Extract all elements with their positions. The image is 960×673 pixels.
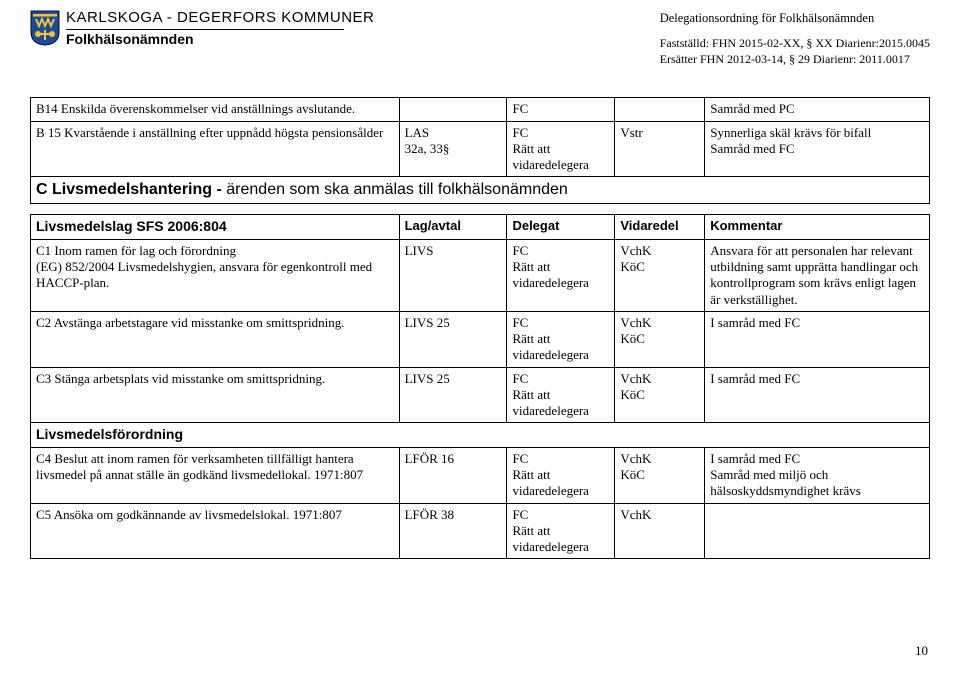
cell: FCRätt attvidaredelegera [507,121,615,177]
table-subhead-row: Livsmedelsförordning [31,423,930,448]
doc-title: Delegationsordning för Folkhälsonämnden [660,10,930,26]
cell: C2 Avstänga arbetstagare vid misstanke o… [31,311,400,367]
spacer [30,204,930,214]
page-number: 10 [915,643,928,659]
page-header: KARLSKOGA - DEGERFORS KOMMUNER Folkhälso… [30,10,930,67]
cell: I samråd med FC [705,367,930,423]
cell: FCRätt attvidaredelegera [507,503,615,559]
cell: VchKKöC [615,311,705,367]
header-right: Delegationsordning för Folkhälsonämnden … [660,10,930,67]
page: KARLSKOGA - DEGERFORS KOMMUNER Folkhälso… [0,0,960,673]
content: B14 Enskilda överenskommelser vid anstäl… [30,97,930,559]
table-row: B 15 Kvarstående i anställning efter upp… [31,121,930,177]
table-row: C2 Avstänga arbetstagare vid misstanke o… [31,311,930,367]
cell [705,503,930,559]
cell [399,98,507,121]
org-block: KARLSKOGA - DEGERFORS KOMMUNER Folkhälso… [66,10,374,47]
cell: B14 Enskilda överenskommelser vid anstäl… [31,98,400,121]
cell: Samråd med PC [705,98,930,121]
cell: FCRätt attvidaredelegera [507,367,615,423]
cell: Synnerliga skäl krävs för bifallSamråd m… [705,121,930,177]
cell: VchK [615,503,705,559]
org-underline [66,29,344,30]
section-c-heading: C Livsmedelshantering - ärenden som ska … [31,177,930,204]
cell: FCRätt attvidaredelegera [507,239,615,311]
cell: C5 Ansöka om godkännande av livsmedelslo… [31,503,400,559]
table-livsmedel: Livsmedelslag SFS 2006:804 Lag/avtal Del… [30,214,930,559]
col-head: Kommentar [705,215,930,240]
cell: LFÖR 38 [399,503,507,559]
cell: VchKKöC [615,367,705,423]
header-left: KARLSKOGA - DEGERFORS KOMMUNER Folkhälso… [30,10,374,47]
cell [615,98,705,121]
org-name-line2: Folkhälsonämnden [66,32,374,47]
table-header-row: Livsmedelslag SFS 2006:804 Lag/avtal Del… [31,215,930,240]
col-head: Delegat [507,215,615,240]
cell: LAS32a, 33§ [399,121,507,177]
org-name-line1: KARLSKOGA - DEGERFORS KOMMUNER [66,10,374,27]
cell: LIVS 25 [399,311,507,367]
cell: C1 Inom ramen för lag och förordning(EG)… [31,239,400,311]
table-subhead: Livsmedelsförordning [31,423,930,448]
cell: B 15 Kvarstående i anställning efter upp… [31,121,400,177]
cell: LIVS 25 [399,367,507,423]
section-c-prefix: C Livsmedelshantering - [36,181,226,198]
cell: I samråd med FC [705,311,930,367]
cell: VchKKöC [615,447,705,503]
table-row: C3 Stänga arbetsplats vid misstanke om s… [31,367,930,423]
cell: I samråd med FCSamråd med miljö och häls… [705,447,930,503]
table-row: C1 Inom ramen för lag och förordning(EG)… [31,239,930,311]
cell: C3 Stänga arbetsplats vid misstanke om s… [31,367,400,423]
cell: FC [507,98,615,121]
doc-meta-line1: Fastställd: FHN 2015-02-XX, § XX Diarien… [660,36,930,52]
section-c-heading-row: C Livsmedelshantering - ärenden som ska … [31,177,930,204]
table-row: C5 Ansöka om godkännande av livsmedelslo… [31,503,930,559]
col-head: Lag/avtal [399,215,507,240]
cell: FCRätt attvidaredelegera [507,447,615,503]
section-c-suffix: ärenden som ska anmälas till folkhälsonä… [226,181,568,198]
col-head: Vidaredel [615,215,705,240]
cell: LFÖR 16 [399,447,507,503]
cell: Ansvara för att personalen har relevant … [705,239,930,311]
cell: LIVS [399,239,507,311]
cell: FCRätt attvidaredelegera [507,311,615,367]
table-row: C4 Beslut att inom ramen för verksamhete… [31,447,930,503]
municipal-crest-icon [30,10,60,46]
table-b-section: B14 Enskilda överenskommelser vid anstäl… [30,97,930,204]
cell: VchKKöC [615,239,705,311]
cell: C4 Beslut att inom ramen för verksamhete… [31,447,400,503]
doc-meta-line2: Ersätter FHN 2012-03-14, § 29 Diarienr: … [660,52,930,68]
table-row: B14 Enskilda överenskommelser vid anstäl… [31,98,930,121]
col-head: Livsmedelslag SFS 2006:804 [31,215,400,240]
cell: Vstr [615,121,705,177]
